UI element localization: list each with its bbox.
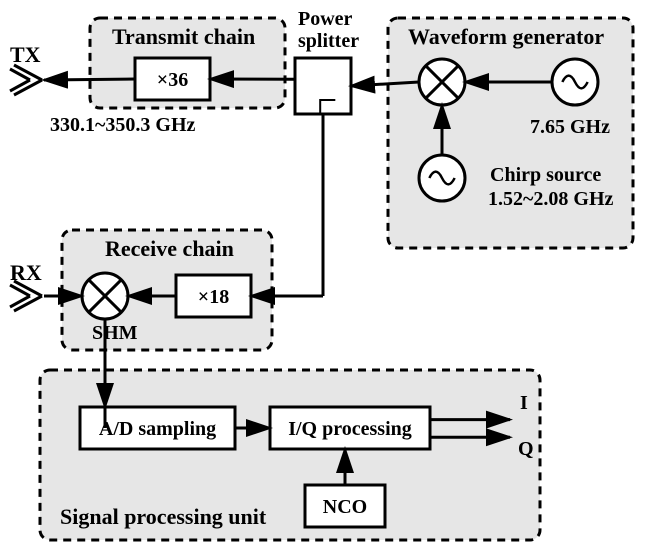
label-i-port: I xyxy=(520,392,528,415)
title-spu: Signal processing unit xyxy=(60,504,266,530)
svg-text:×36: ×36 xyxy=(157,69,188,91)
label-chirp-source: Chirp source xyxy=(490,164,601,187)
label-765ghz: 7.65 GHz xyxy=(530,116,610,139)
label-shm: SHM xyxy=(92,322,138,345)
svg-text:NCO: NCO xyxy=(323,496,367,518)
title-receive: Receive chain xyxy=(105,236,234,262)
title-transmit: Transmit chain xyxy=(112,24,255,50)
power-splitter xyxy=(295,58,351,114)
label-rx: RX xyxy=(10,260,42,286)
tx-port-icon xyxy=(10,65,42,95)
label-freq-out: 330.1~350.3 GHz xyxy=(50,114,195,137)
svg-text:A/D sampling: A/D sampling xyxy=(99,418,216,440)
label-tx: TX xyxy=(10,42,41,68)
label-q-port: Q xyxy=(518,438,534,461)
label-power: Power xyxy=(298,8,352,31)
svg-text:×18: ×18 xyxy=(198,286,229,308)
title-waveform: Waveform generator xyxy=(408,24,604,50)
label-splitter: splitter xyxy=(298,30,359,53)
label-chirp-freq: 1.52~2.08 GHz xyxy=(488,188,613,211)
svg-text:I/Q processing: I/Q processing xyxy=(288,418,412,440)
